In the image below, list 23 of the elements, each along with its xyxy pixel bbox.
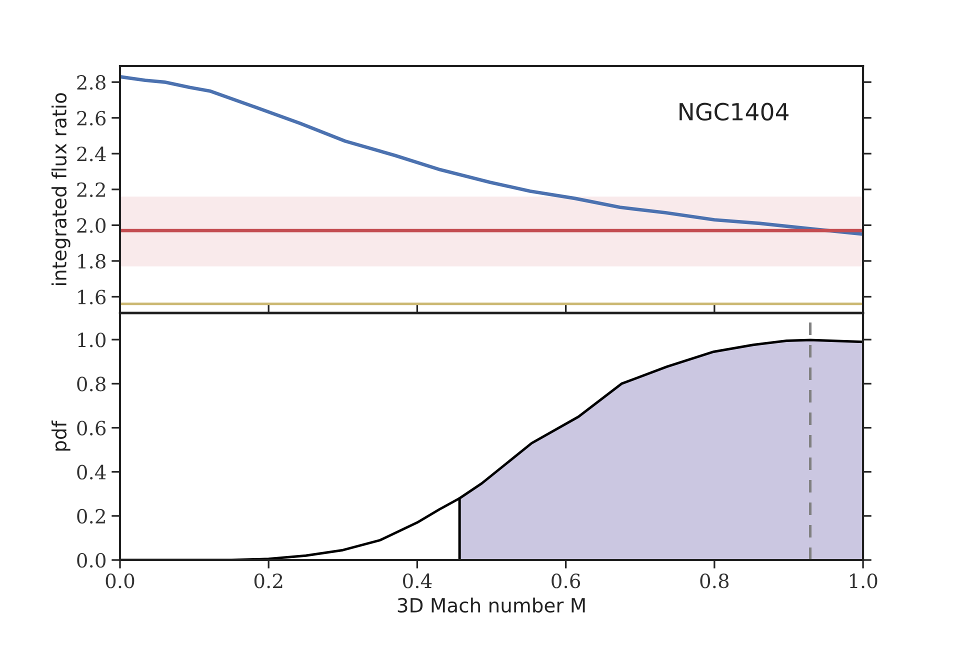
y-tick-label: 0.6 xyxy=(77,420,106,436)
y-tick-label: 2.4 xyxy=(77,146,106,162)
x-tick-label: 0.6 xyxy=(552,574,580,588)
annotation: NGC1404 xyxy=(680,102,788,121)
x-tick-label: 0.4 xyxy=(403,574,432,588)
y-tick-label: 0.2 xyxy=(77,508,105,524)
y-tick-label: 2.2 xyxy=(77,182,105,198)
y-axis-title: integrated flux ratio xyxy=(52,93,70,285)
y-tick-label: 0.0 xyxy=(77,552,106,568)
y-axis-title: pdf xyxy=(52,420,70,451)
y-tick-label: 0.4 xyxy=(77,464,106,480)
y-tick-label: 1.6 xyxy=(78,290,106,304)
x-tick-label: 0.2 xyxy=(254,574,282,588)
y-tick-label: 2.0 xyxy=(77,218,106,233)
y-tick-label: 0.8 xyxy=(77,376,106,392)
y-tick-label: 2.6 xyxy=(77,110,106,126)
x-axis-title: 3D Mach number M xyxy=(398,598,585,613)
y-tick-label: 1.8 xyxy=(78,254,106,269)
x-tick-label: 1.0 xyxy=(850,574,878,588)
y-tick-label: 1.0 xyxy=(78,332,106,348)
x-tick-label: 0.0 xyxy=(106,574,134,588)
x-tick-label: 0.8 xyxy=(700,574,729,588)
y-tick-label: 2.8 xyxy=(77,75,106,90)
